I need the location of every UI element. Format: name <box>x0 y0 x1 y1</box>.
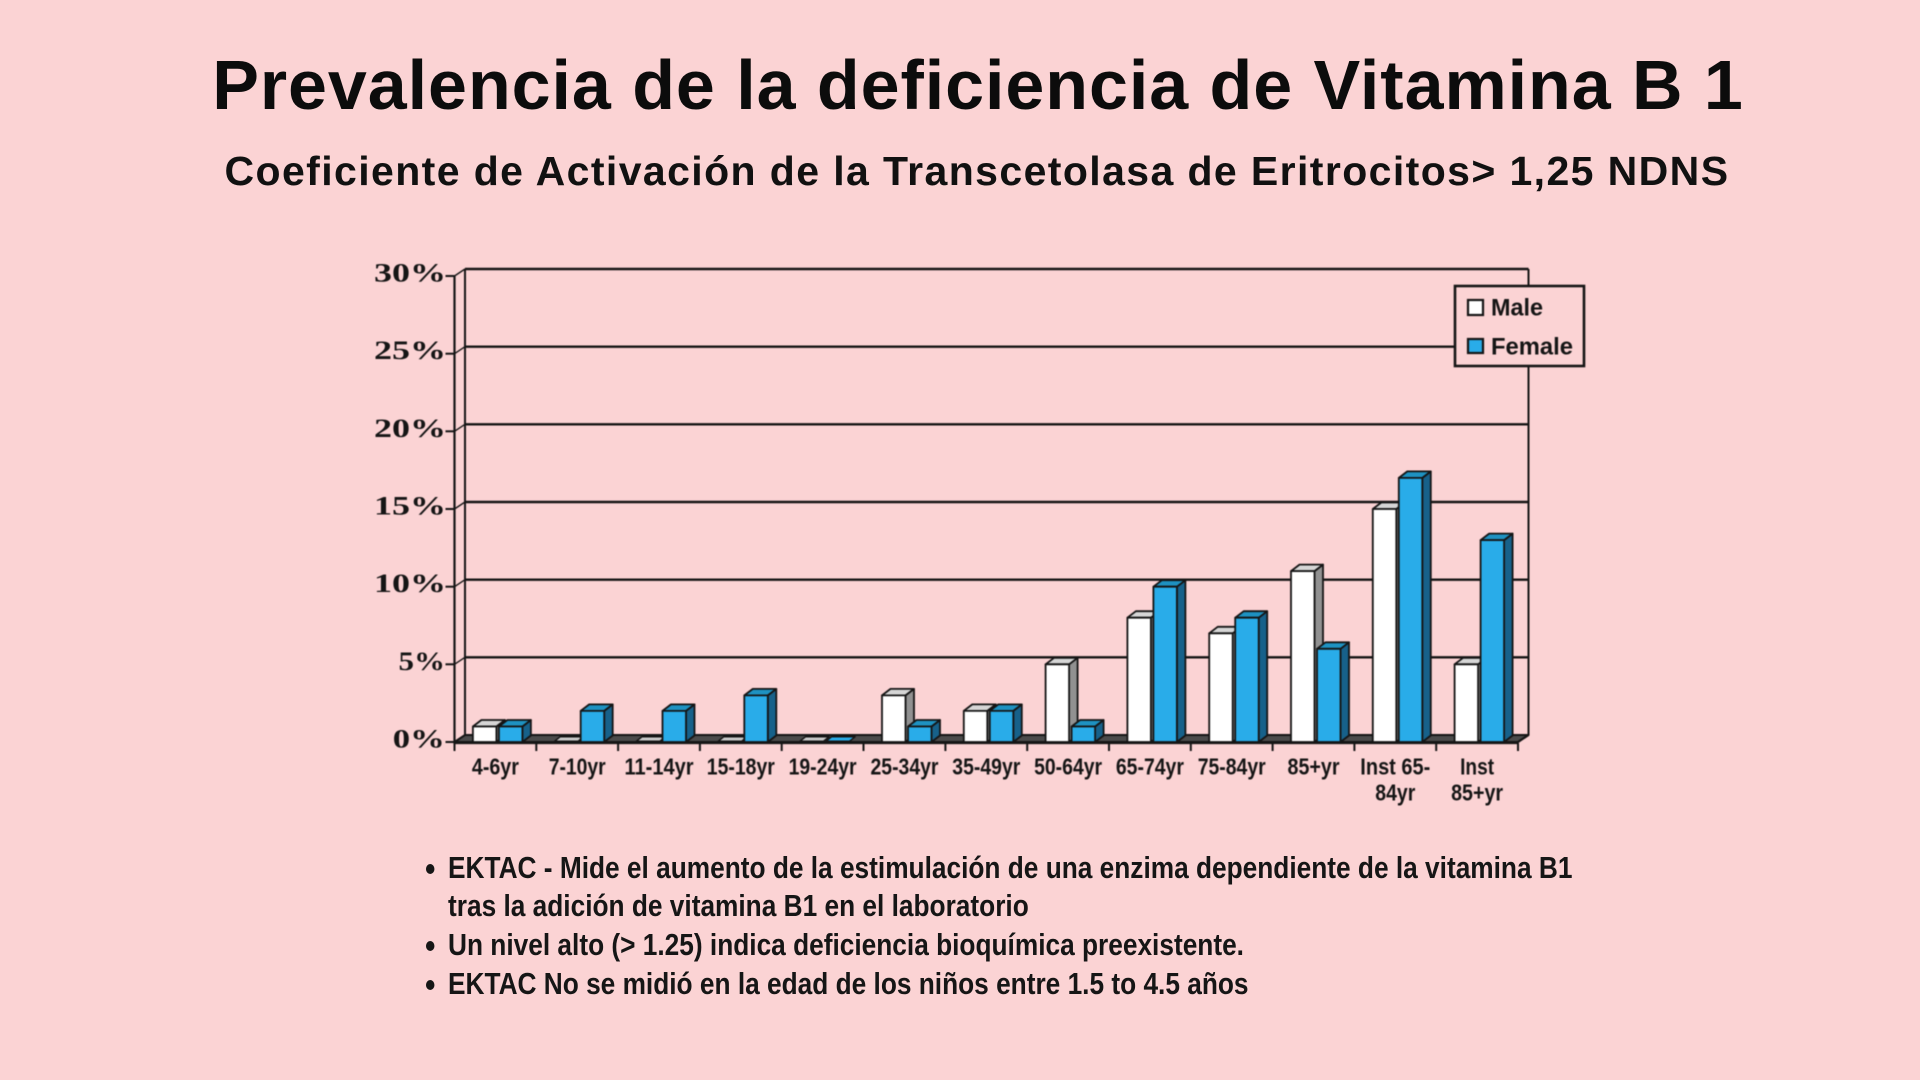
svg-text:50-64yr: 50-64yr <box>1034 754 1102 780</box>
svg-text:20%: 20% <box>374 414 446 443</box>
svg-text:7-10yr: 7-10yr <box>549 754 606 780</box>
svg-text:15-18yr: 15-18yr <box>707 754 775 780</box>
svg-text:75-84yr: 75-84yr <box>1198 754 1266 780</box>
svg-text:25%: 25% <box>374 336 446 365</box>
svg-text:85+yr: 85+yr <box>1288 754 1340 780</box>
svg-text:0%: 0% <box>393 725 445 754</box>
svg-text:84yr: 84yr <box>1375 780 1415 806</box>
svg-text:10%: 10% <box>374 569 446 598</box>
svg-text:19-24yr: 19-24yr <box>789 754 857 780</box>
svg-text:Inst 65-: Inst 65- <box>1360 754 1430 780</box>
svg-text:Inst: Inst <box>1460 754 1494 780</box>
svg-text:25-34yr: 25-34yr <box>871 754 939 780</box>
svg-text:85+yr: 85+yr <box>1451 780 1503 806</box>
svg-text:30%: 30% <box>374 259 446 288</box>
svg-text:15%: 15% <box>374 492 446 521</box>
svg-text:Female: Female <box>1491 334 1573 361</box>
svg-text:5%: 5% <box>399 647 446 676</box>
svg-text:11-14yr: 11-14yr <box>625 754 694 780</box>
svg-text:35-49yr: 35-49yr <box>952 754 1020 780</box>
svg-text:65-74yr: 65-74yr <box>1116 754 1184 780</box>
svg-text:Male: Male <box>1491 295 1543 322</box>
svg-text:4-6yr: 4-6yr <box>472 754 519 780</box>
